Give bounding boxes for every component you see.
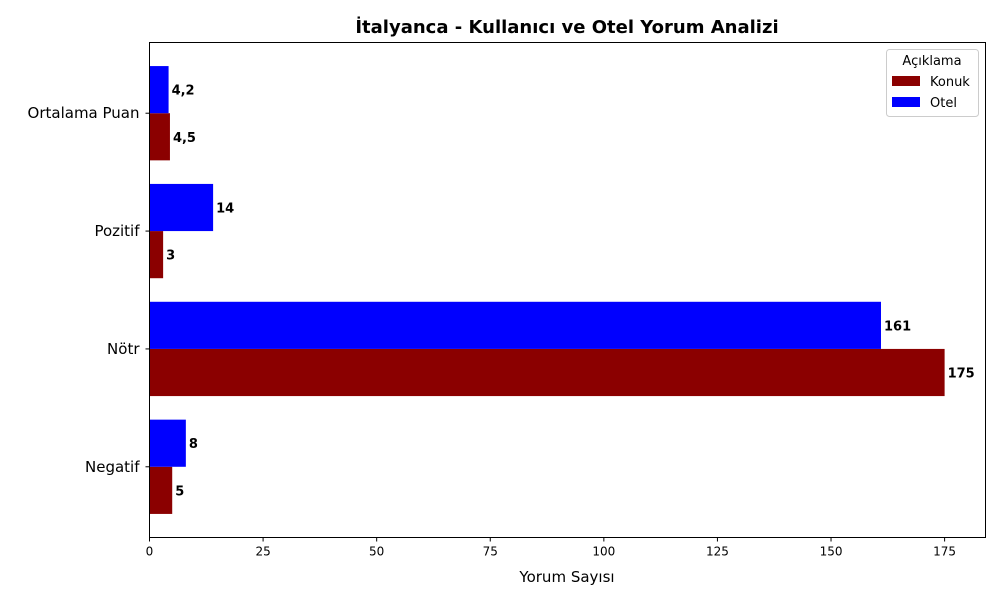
bar-otel-n-tr [149, 301, 881, 349]
bar-otel-pozitif [149, 183, 214, 232]
x-tick-label-100: 100 [592, 545, 615, 559]
data-label-konuk-negatif: 5 [175, 484, 184, 499]
data-label-otel-ortalama-puan: 4,2 [172, 84, 195, 99]
x-axis: 0 25 50 75 100 125 150 175 [146, 537, 956, 559]
data-label-otel-negatif: 8 [189, 437, 198, 452]
bar-konuk-ortalama-puan [149, 113, 170, 161]
legend-label-otel: Otel [930, 96, 957, 111]
y-tick-label-n-tr: Nötr [107, 340, 140, 358]
bar-konuk-n-tr [149, 348, 945, 397]
x-tick-label-0: 0 [146, 545, 154, 559]
legend-swatch-otel [892, 97, 920, 107]
legend-label-konuk: Konuk [930, 75, 970, 90]
data-label-konuk-n-tr: 175 [948, 367, 975, 382]
data-label-otel-n-tr: 161 [884, 319, 911, 334]
chart-title: İtalyanca - Kullanıcı ve Otel Yorum Anal… [355, 16, 778, 38]
x-tick-label-150: 150 [820, 545, 843, 559]
plot-frame [149, 42, 986, 538]
data-label-konuk-ortalama-puan: 4,5 [173, 131, 196, 146]
bar-konuk-negatif [149, 466, 173, 514]
data-label-otel-pozitif: 14 [216, 202, 234, 217]
x-tick-label-125: 125 [706, 545, 729, 559]
y-axis: Negatif Nötr Pozitif Ortalama Puan [28, 104, 150, 476]
y-tick-label-ortalama-puan: Ortalama Puan [28, 104, 140, 122]
data-label-konuk-pozitif: 3 [166, 249, 175, 264]
y-tick-label-negatif: Negatif [85, 458, 140, 476]
x-tick-label-50: 50 [369, 545, 384, 559]
legend-swatch-konuk [892, 76, 920, 86]
bars-group: 5 8 175 161 3 14 4,5 4,2 [149, 66, 975, 514]
bar-konuk-pozitif [149, 231, 164, 279]
bar-otel-negatif [149, 419, 186, 467]
x-axis-label: Yorum Sayısı [518, 568, 614, 586]
legend: Açıklama Konuk Otel [886, 49, 979, 117]
legend-title: Açıklama [902, 54, 961, 69]
x-tick-label-175: 175 [933, 545, 956, 559]
x-tick-label-25: 25 [255, 545, 270, 559]
y-tick-label-pozitif: Pozitif [94, 222, 140, 240]
x-tick-label-75: 75 [483, 545, 498, 559]
bar-otel-ortalama-puan [149, 66, 169, 114]
